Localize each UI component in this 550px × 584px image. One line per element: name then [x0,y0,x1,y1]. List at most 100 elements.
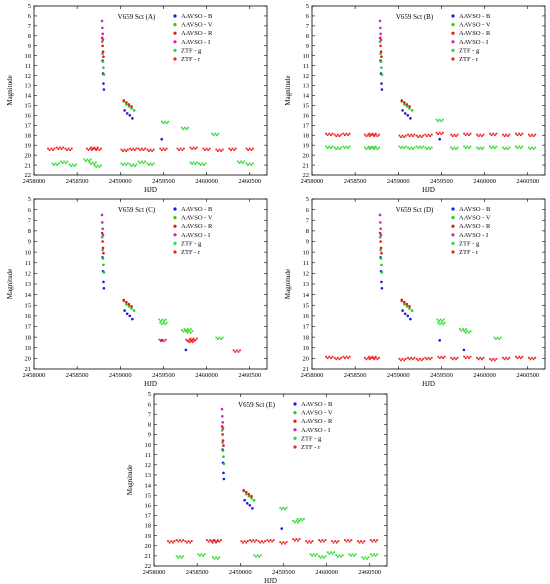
legend-marker [173,207,177,211]
point-ztf-r [67,147,70,150]
plot-frame [311,5,546,176]
point-ztf-r [318,539,320,542]
point-ztf-g [51,162,54,165]
point-ztf-g [187,126,190,129]
point-ztf-g [182,128,185,131]
point-ztf-g [245,162,248,165]
point-ztf-g [144,160,146,163]
panel-c: 2458000 2458500 2459000 2459500 2460000 24605… [6,196,268,388]
point-aavso-i [379,26,382,30]
x-axis-label: HJD [422,186,435,194]
point-ztf-r [208,147,211,150]
point-ztf-g [466,145,469,148]
point-ztf-g [180,126,183,129]
point-ztf-g [53,164,55,166]
point-ztf-g [479,146,482,149]
point-ztf-r [47,147,49,150]
point-ztf-r [334,540,337,543]
point-ztf-g [347,147,350,149]
point-ztf-r [468,357,470,360]
point-ztf-r [521,355,524,358]
point-ztf-g [63,160,66,163]
point-aavso-v [130,307,133,310]
point-ztf-r [212,539,215,542]
point-aavso-r [403,101,406,104]
point-ztf-r [476,356,478,359]
point-ztf-g [241,162,244,164]
point-ztf-g [220,338,223,340]
point-ztf-g [495,338,497,340]
plot-frame [153,393,388,567]
point-aavso-r [405,302,409,306]
point-aavso-v [378,235,382,239]
point-ztf-r [179,147,182,150]
point-ztf-g [427,146,430,149]
legend-label: AAVSO - R [459,223,491,230]
point-ztf-g [498,338,501,340]
y-tick-label: 13 [145,472,152,479]
point-ztf-r [190,339,192,342]
point-aavso-b [380,88,384,91]
point-ztf-r [430,356,433,359]
point-aavso-r [400,99,404,102]
point-ztf-g [213,557,216,560]
point-aavso-v [221,441,224,444]
point-ztf-g [96,164,99,167]
point-aavso-v [403,103,406,106]
point-ztf-g [218,336,221,339]
point-aavso-b [462,348,466,352]
y-tick-label: 21 [303,366,310,373]
point-ztf-r [125,150,128,152]
point-ztf-g [178,555,181,558]
legend-marker [451,241,455,245]
point-ztf-g [186,331,189,334]
point-ztf-r [453,133,456,136]
x-tick-label: 2460500 [238,178,261,185]
point-ztf-r [480,135,483,138]
point-ztf-r [378,356,380,359]
point-ztf-r [255,539,258,542]
point-ztf-r [235,349,238,352]
point-aavso-b [160,137,164,141]
point-ztf-r [234,147,237,150]
legend-label: AAVSO - I [181,39,210,46]
point-ztf-r [205,147,208,150]
point-ztf-r [534,356,537,359]
point-ztf-r [163,340,166,343]
y-tick-label: 5 [28,3,31,10]
point-aavso-b [380,82,383,85]
point-ztf-r [178,149,181,151]
point-ztf-g [164,120,167,123]
point-ztf-g [98,166,101,168]
point-ztf-r [234,350,237,353]
point-ztf-r [516,134,519,137]
y-tick-label: 17 [303,324,310,331]
point-ztf-g [374,145,377,148]
point-ztf-g [442,323,444,326]
point-ztf-r [325,132,327,135]
point-aavso-v [100,235,104,239]
y-tick-label: 8 [306,228,309,235]
point-ztf-g [438,118,441,121]
point-ztf-r [48,149,51,151]
y-tick-label: 12 [25,73,32,80]
point-aavso-r [245,490,248,494]
point-aavso-r [127,103,131,106]
point-ztf-r [527,133,530,136]
point-ztf-r [403,359,406,362]
legend-marker [173,48,177,53]
point-ztf-g [322,556,325,559]
point-ztf-g [476,146,478,149]
point-ztf-r [311,540,314,543]
point-ztf-r [264,540,266,543]
x-axis-label: HJD [144,380,157,388]
point-ztf-g [477,148,480,150]
x-axis-label: HJD [264,577,277,584]
point-aavso-r [250,494,253,498]
x-tick-label: 2459000 [229,569,252,576]
point-ztf-g [328,145,331,148]
point-ztf-r [347,134,350,137]
point-ztf-g [363,146,366,149]
y-tick-label: 7 [28,23,32,30]
data-points [325,19,537,150]
